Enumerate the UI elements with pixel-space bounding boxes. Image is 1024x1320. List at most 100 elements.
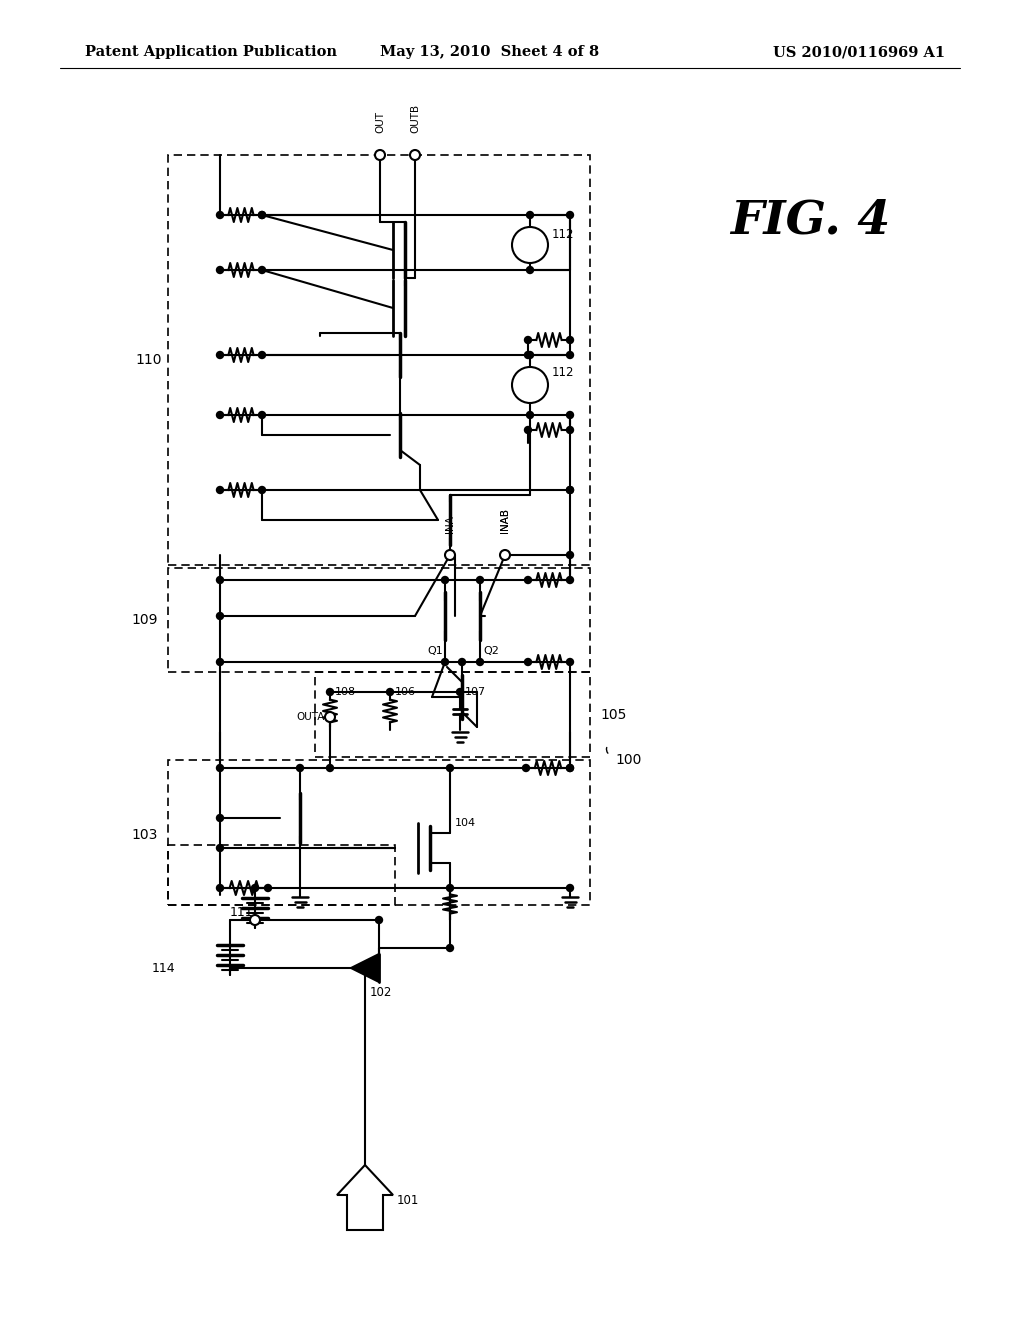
Text: OUT: OUT xyxy=(375,111,385,133)
Circle shape xyxy=(446,764,454,771)
Polygon shape xyxy=(351,954,379,982)
Circle shape xyxy=(526,267,534,273)
Bar xyxy=(168,154,590,565)
Text: 109: 109 xyxy=(131,612,158,627)
Text: 101: 101 xyxy=(397,1193,420,1206)
Text: OUTB: OUTB xyxy=(410,104,420,133)
Text: INAB: INAB xyxy=(500,508,510,533)
Circle shape xyxy=(526,211,534,219)
Circle shape xyxy=(566,577,573,583)
Circle shape xyxy=(512,227,548,263)
Circle shape xyxy=(258,211,265,219)
Circle shape xyxy=(524,577,531,583)
Circle shape xyxy=(524,659,531,665)
Circle shape xyxy=(216,884,223,891)
Text: 106: 106 xyxy=(395,686,416,697)
Text: May 13, 2010  Sheet 4 of 8: May 13, 2010 Sheet 4 of 8 xyxy=(381,45,600,59)
Circle shape xyxy=(361,965,369,972)
Circle shape xyxy=(258,351,265,359)
Circle shape xyxy=(512,367,548,403)
Circle shape xyxy=(566,487,573,494)
Bar xyxy=(168,568,590,672)
Circle shape xyxy=(566,884,573,891)
Circle shape xyxy=(216,814,223,821)
Circle shape xyxy=(216,351,223,359)
Circle shape xyxy=(216,577,223,583)
Circle shape xyxy=(566,764,573,771)
Text: US 2010/0116969 A1: US 2010/0116969 A1 xyxy=(773,45,945,59)
Text: Q2: Q2 xyxy=(483,645,499,656)
Circle shape xyxy=(457,689,464,696)
Text: INA: INA xyxy=(445,515,455,533)
Circle shape xyxy=(410,150,420,160)
Bar xyxy=(168,760,590,906)
Circle shape xyxy=(216,267,223,273)
Circle shape xyxy=(325,711,335,722)
Text: 111: 111 xyxy=(230,906,254,919)
Circle shape xyxy=(216,764,223,771)
Text: 102: 102 xyxy=(370,986,392,999)
Circle shape xyxy=(252,884,258,891)
Text: Q1: Q1 xyxy=(427,645,443,656)
Circle shape xyxy=(566,659,573,665)
Circle shape xyxy=(386,689,393,696)
Text: 112: 112 xyxy=(552,367,574,380)
Circle shape xyxy=(566,487,573,494)
Circle shape xyxy=(258,412,265,418)
Circle shape xyxy=(526,351,534,359)
Circle shape xyxy=(258,487,265,494)
Circle shape xyxy=(476,577,483,583)
Circle shape xyxy=(216,659,223,665)
Circle shape xyxy=(524,337,531,343)
Circle shape xyxy=(566,351,573,359)
Circle shape xyxy=(264,884,271,891)
Text: 107: 107 xyxy=(465,686,486,697)
Circle shape xyxy=(327,689,334,696)
Circle shape xyxy=(566,211,573,219)
Circle shape xyxy=(566,764,573,771)
Text: 104: 104 xyxy=(455,818,476,828)
Circle shape xyxy=(297,764,303,771)
Circle shape xyxy=(566,426,573,433)
Circle shape xyxy=(258,267,265,273)
Text: INAB: INAB xyxy=(500,508,510,533)
Circle shape xyxy=(216,211,223,219)
Circle shape xyxy=(445,550,455,560)
Circle shape xyxy=(566,412,573,418)
Circle shape xyxy=(327,764,334,771)
Circle shape xyxy=(376,916,383,924)
Circle shape xyxy=(566,552,573,558)
Circle shape xyxy=(216,845,223,851)
Text: 103: 103 xyxy=(132,828,158,842)
Circle shape xyxy=(375,150,385,160)
Circle shape xyxy=(216,612,223,619)
Circle shape xyxy=(500,550,510,560)
Circle shape xyxy=(524,426,531,433)
Text: 110: 110 xyxy=(135,352,162,367)
Circle shape xyxy=(526,412,534,418)
Text: 105: 105 xyxy=(600,708,627,722)
Circle shape xyxy=(441,577,449,583)
Circle shape xyxy=(524,351,531,359)
Circle shape xyxy=(566,337,573,343)
Circle shape xyxy=(216,412,223,418)
Bar xyxy=(168,845,395,906)
Bar xyxy=(315,672,590,756)
Circle shape xyxy=(459,659,466,665)
Text: OUTA: OUTA xyxy=(297,711,325,722)
Circle shape xyxy=(446,884,454,891)
Polygon shape xyxy=(337,1166,393,1230)
Circle shape xyxy=(441,659,449,665)
Text: FIG. 4: FIG. 4 xyxy=(730,197,890,243)
Circle shape xyxy=(522,764,529,771)
Circle shape xyxy=(476,659,483,665)
Text: 112: 112 xyxy=(552,228,574,242)
Text: 100: 100 xyxy=(615,752,641,767)
Circle shape xyxy=(216,487,223,494)
Circle shape xyxy=(446,945,454,952)
Circle shape xyxy=(250,915,260,925)
Circle shape xyxy=(258,211,265,219)
Text: Patent Application Publication: Patent Application Publication xyxy=(85,45,337,59)
Text: 108: 108 xyxy=(335,686,356,697)
Text: 114: 114 xyxy=(152,961,175,974)
